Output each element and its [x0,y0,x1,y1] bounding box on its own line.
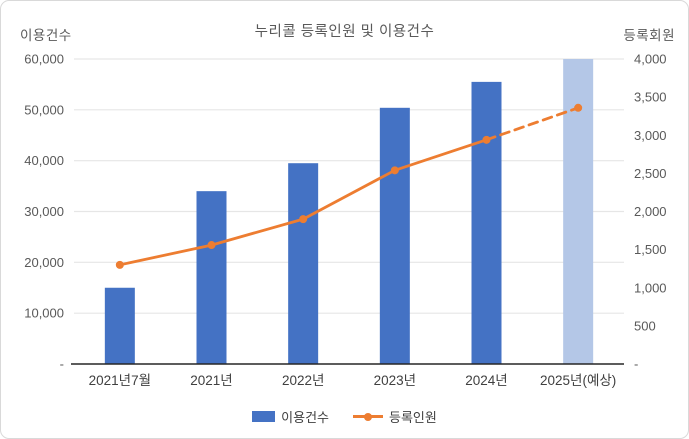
right-axis-tick-label: 4,000 [634,52,667,67]
left-axis-tick-label: - [60,357,64,372]
right-axis-tick-label: 3,500 [634,90,667,105]
line-marker [574,103,583,112]
right-axis-tick-label: 1,000 [634,280,667,295]
usage-bar [471,81,502,364]
legend-item-usage-count: 이용건수 [252,407,329,426]
right-axis-tick-label: 2,000 [634,204,667,219]
x-axis-label: 2024년 [465,373,507,388]
right-axis-tick-label: 1,500 [634,242,667,257]
line-marker [482,135,491,144]
x-axis-label: 2025년(예상) [540,373,616,388]
line-marker [390,166,399,175]
line-marker [115,260,124,269]
legend: 이용건수 등록인원 [1,407,688,426]
usage-bar [379,107,410,365]
chart-title: 누리콜 등록인원 및 이용건수 [254,24,435,40]
x-axis-label: 2021년 [190,373,232,388]
right-axis-tick-label: - [634,357,638,372]
usage-bar [104,287,135,364]
right-axis-title: 등록회원 [623,28,675,43]
x-axis-label: 2021년7월 [89,373,151,388]
legend-label-usage-count: 이용건수 [281,410,329,425]
bar-series-swatch-icon [252,411,276,422]
line-series-swatch-icon [353,412,383,421]
x-axis-label: 2023년 [374,373,416,388]
legend-label-registered-members: 등록인원 [389,410,437,425]
left-axis-tick-label: 40,000 [24,153,64,168]
left-axis-tick-label: 50,000 [24,102,64,117]
right-axis-tick-label: 500 [634,318,656,333]
right-axis-tick-label: 2,500 [634,166,667,181]
left-axis-tick-label: 20,000 [24,255,64,270]
members-line-dashed [485,106,580,142]
line-marker [207,241,216,250]
usage-bar [196,191,227,364]
left-axis-tick-label: 30,000 [24,204,64,219]
left-axis-tick-label: 10,000 [24,306,64,321]
line-marker [299,215,308,224]
x-axis-label: 2022년 [282,373,324,388]
right-axis-tick-label: 3,000 [634,128,667,143]
left-axis-tick-label: 60,000 [24,52,64,67]
legend-item-registered-members: 등록인원 [353,407,437,426]
left-axis-title: 이용건수 [20,28,72,43]
usage-bar [288,163,319,364]
